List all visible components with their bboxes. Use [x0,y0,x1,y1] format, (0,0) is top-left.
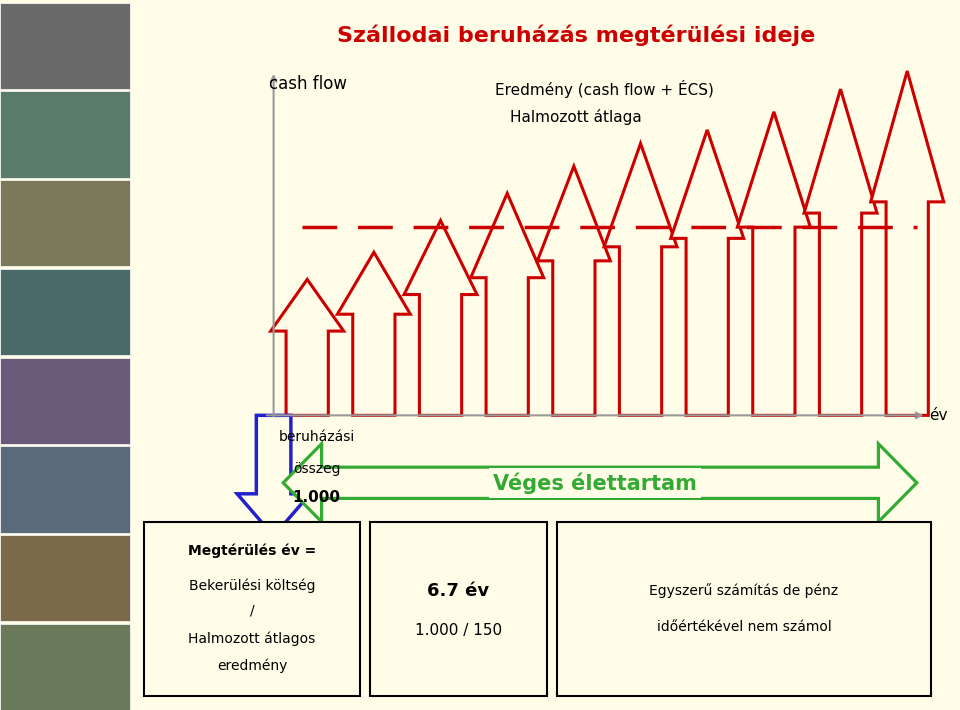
Bar [0,447,130,532]
Bar [0,535,130,621]
Polygon shape [737,111,810,415]
Text: 6.7 év: 6.7 év [427,582,490,600]
Text: Egyszerű számítás de pénz: Egyszerű számítás de pénz [649,584,839,599]
Text: Eredmény (cash flow + ÉCS): Eredmény (cash flow + ÉCS) [495,80,714,98]
Text: /: / [250,604,254,618]
FancyBboxPatch shape [370,522,547,696]
Bar [0,358,130,444]
Polygon shape [871,71,944,415]
Text: összeg: összeg [293,462,341,476]
Text: Megtérülés év =: Megtérülés év = [188,543,316,557]
Polygon shape [470,193,543,415]
Text: cash flow: cash flow [269,75,347,92]
Text: időértékével nem számol: időértékével nem számol [657,620,831,633]
Text: Bekerülési költség: Bekerülési költség [189,579,315,593]
Polygon shape [538,166,611,415]
FancyBboxPatch shape [144,522,360,696]
Bar [0,624,130,710]
Bar [0,3,130,89]
Text: eredmény: eredmény [217,659,287,673]
Polygon shape [671,130,744,415]
Bar [0,92,130,178]
Text: Véges élettartam: Véges élettartam [493,472,697,493]
Text: év: év [929,408,948,423]
Polygon shape [271,280,344,415]
Polygon shape [237,415,310,536]
Bar [0,180,130,266]
Polygon shape [604,143,677,415]
Text: 1.000: 1.000 [293,490,341,505]
Polygon shape [283,444,917,522]
Text: 1.000 / 150: 1.000 / 150 [415,623,502,638]
Bar [0,269,130,355]
Polygon shape [337,252,410,415]
Polygon shape [804,89,877,415]
FancyBboxPatch shape [557,522,931,696]
Text: Halmozott átlaga: Halmozott átlaga [510,109,642,125]
Text: beruházási: beruházási [278,430,355,444]
Text: Halmozott átlagos: Halmozott átlagos [188,632,316,646]
Polygon shape [404,221,477,415]
Text: Szállodai beruházás megtérülési ideje: Szállodai beruházás megtérülési ideje [337,25,815,46]
